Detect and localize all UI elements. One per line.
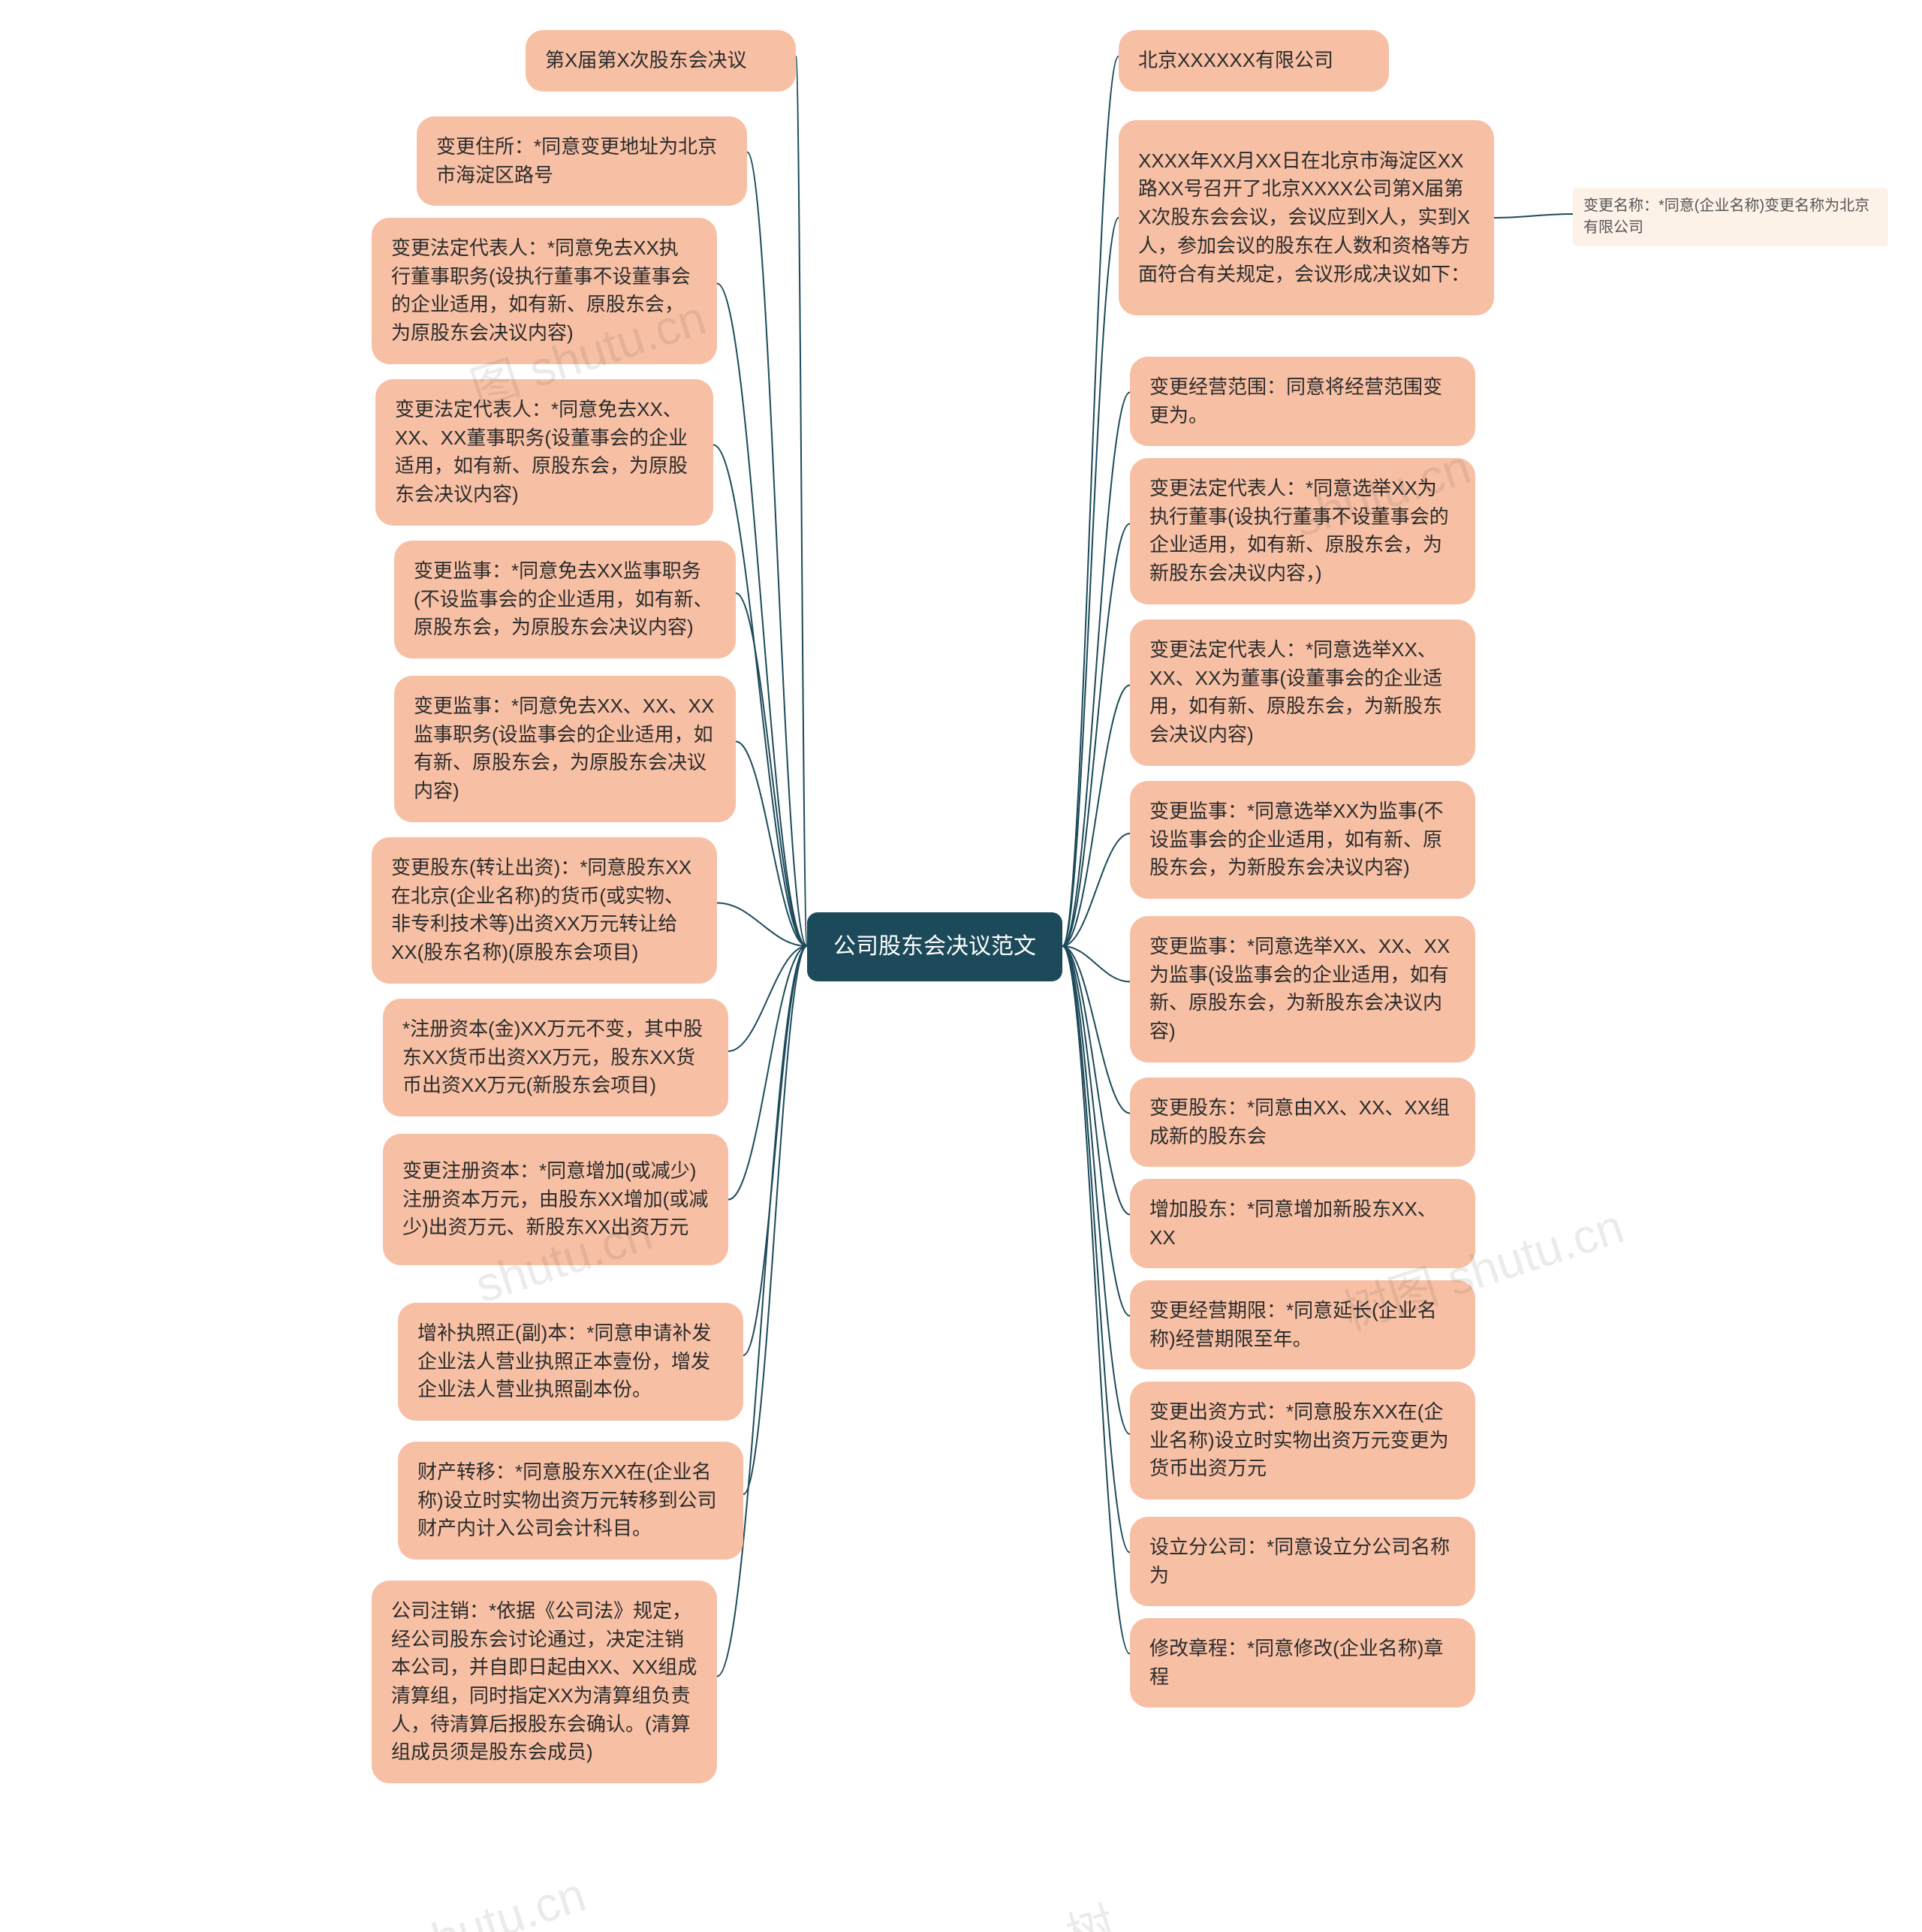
left-node-6-text: 变更监事：*同意免去XX、XX、XX监事职务(设监事会的企业适用，如有新、原股东… xyxy=(414,692,716,806)
right-node-9-text: 增加股东：*同意增加新股东XX、XX xyxy=(1149,1195,1456,1252)
right-node-2-text: XXXX年XX月XX日在北京市海淀区XX路XX号召开了北京XXXX公司第X届第X… xyxy=(1138,147,1475,288)
left-node-9: 变更注册资本：*同意增加(或减少)注册资本万元，由股东XX增加(或减少)出资万元… xyxy=(383,1134,728,1265)
right-node-1-text: 北京XXXXXX有限公司 xyxy=(1138,47,1369,75)
right-node-10: 变更经营期限：*同意延长(企业名称)经营期限至年。 xyxy=(1130,1280,1475,1370)
right-node-4: 变更法定代表人：*同意选举XX为执行董事(设执行董事不设董事会的企业适用，如有新… xyxy=(1130,458,1475,604)
right-node-6-text: 变更监事：*同意选举XX为监事(不设监事会的企业适用，如有新、原股东会，为新股东… xyxy=(1149,797,1456,882)
right-node-5: 变更法定代表人：*同意选举XX、XX、XX为董事(设董事会的企业适用，如有新、原… xyxy=(1130,619,1475,766)
center-node-text: 公司股东会决议范文 xyxy=(833,930,1037,963)
left-node-4: 变更法定代表人：*同意免去XX、XX、XX董事职务(设董事会的企业适用，如有新、… xyxy=(375,379,713,526)
watermark-6: 树 xyxy=(1056,1886,1123,1932)
right-node-11-text: 变更出资方式：*同意股东XX在(企业名称)设立时实物出资万元变更为货币出资万元 xyxy=(1149,1398,1456,1483)
left-node-10-text: 增补执照正(副)本：*同意申请补发企业法人营业执照正本壹份，增发企业法人营业执照… xyxy=(417,1319,724,1404)
right-node-13: 修改章程：*同意修改(企业名称)章程 xyxy=(1130,1618,1475,1707)
left-node-5: 变更监事：*同意免去XX监事职务(不设监事会的企业适用，如有新、原股东会，为原股… xyxy=(394,541,736,659)
right-node-12: 设立分公司：*同意设立分公司名称为 xyxy=(1130,1517,1475,1606)
right-node-2: XXXX年XX月XX日在北京市海淀区XX路XX号召开了北京XXXX公司第X届第X… xyxy=(1119,120,1494,315)
left-node-7-text: 变更股东(转让出资)：*同意股东XX在北京(企业名称)的货币(或实物、非专利技术… xyxy=(391,854,697,967)
left-node-4-text: 变更法定代表人：*同意免去XX、XX、XX董事职务(设董事会的企业适用，如有新、… xyxy=(395,396,694,509)
left-node-11: 财产转移：*同意股东XX在(企业名称)设立时实物出资万元转移到公司财产内计入公司… xyxy=(398,1442,743,1560)
watermark-5: 图 shutu.cn xyxy=(341,1856,593,1932)
right-node-7-text: 变更监事：*同意选举XX、XX、XX为监事(设监事会的企业适用，如有新、原股东会… xyxy=(1149,933,1456,1046)
right-node-9: 增加股东：*同意增加新股东XX、XX xyxy=(1130,1179,1475,1268)
right-node-1: 北京XXXXXX有限公司 xyxy=(1119,30,1389,92)
right-node-3: 变更经营范围：同意将经营范围变更为。 xyxy=(1130,357,1475,446)
right-node-5-text: 变更法定代表人：*同意选举XX、XX、XX为董事(设董事会的企业适用，如有新、原… xyxy=(1149,636,1456,749)
mindmap-canvas: 公司股东会决议范文 北京XXXXXX有限公司 XXXX年XX月XX日在北京市海淀区X… xyxy=(0,0,1922,1932)
left-node-3: 变更法定代表人：*同意免去XX执行董事职务(设执行董事不设董事会的企业适用，如有… xyxy=(372,218,717,364)
left-node-1: 第X届第X次股东会决议 xyxy=(526,30,796,92)
left-node-6: 变更监事：*同意免去XX、XX、XX监事职务(设监事会的企业适用，如有新、原股东… xyxy=(394,676,736,822)
left-node-1-text: 第X届第X次股东会决议 xyxy=(545,47,776,75)
sub-node-1-text: 变更名称：*同意(企业名称)变更名称为北京有限公司 xyxy=(1583,195,1878,239)
left-node-8-text: *注册资本(金)XX万元不变，其中股东XX货币出资XX万元，股东XX货币出资XX… xyxy=(402,1015,709,1100)
right-node-4-text: 变更法定代表人：*同意选举XX为执行董事(设执行董事不设董事会的企业适用，如有新… xyxy=(1149,475,1456,588)
left-node-2: 变更住所：*同意变更地址为北京市海淀区路号 xyxy=(417,116,747,206)
left-node-2-text: 变更住所：*同意变更地址为北京市海淀区路号 xyxy=(436,133,728,189)
right-node-3-text: 变更经营范围：同意将经营范围变更为。 xyxy=(1149,373,1456,430)
left-node-8: *注册资本(金)XX万元不变，其中股东XX货币出资XX万元，股东XX货币出资XX… xyxy=(383,999,728,1117)
left-node-12-text: 公司注销：*依据《公司法》规定，经公司股东会讨论通过，决定注销本公司，并自即日起… xyxy=(391,1597,697,1767)
left-node-7: 变更股东(转让出资)：*同意股东XX在北京(企业名称)的货币(或实物、非专利技术… xyxy=(372,837,717,984)
left-node-10: 增补执照正(副)本：*同意申请补发企业法人营业执照正本壹份，增发企业法人营业执照… xyxy=(398,1303,743,1421)
right-node-7: 变更监事：*同意选举XX、XX、XX为监事(设监事会的企业适用，如有新、原股东会… xyxy=(1130,916,1475,1062)
right-node-6: 变更监事：*同意选举XX为监事(不设监事会的企业适用，如有新、原股东会，为新股东… xyxy=(1130,781,1475,899)
sub-node-1: 变更名称：*同意(企业名称)变更名称为北京有限公司 xyxy=(1573,188,1888,246)
left-node-11-text: 财产转移：*同意股东XX在(企业名称)设立时实物出资万元转移到公司财产内计入公司… xyxy=(417,1458,724,1543)
right-node-10-text: 变更经营期限：*同意延长(企业名称)经营期限至年。 xyxy=(1149,1297,1456,1353)
right-node-12-text: 设立分公司：*同意设立分公司名称为 xyxy=(1149,1533,1456,1590)
right-node-8-text: 变更股东：*同意由XX、XX、XX组成新的股东会 xyxy=(1149,1094,1456,1150)
left-node-5-text: 变更监事：*同意免去XX监事职务(不设监事会的企业适用，如有新、原股东会，为原股… xyxy=(414,557,716,642)
center-node: 公司股东会决议范文 xyxy=(807,912,1062,981)
left-node-12: 公司注销：*依据《公司法》规定，经公司股东会讨论通过，决定注销本公司，并自即日起… xyxy=(372,1581,717,1783)
right-node-13-text: 修改章程：*同意修改(企业名称)章程 xyxy=(1149,1635,1456,1691)
left-node-9-text: 变更注册资本：*同意增加(或减少)注册资本万元，由股东XX增加(或减少)出资万元… xyxy=(402,1157,709,1242)
right-node-8: 变更股东：*同意由XX、XX、XX组成新的股东会 xyxy=(1130,1078,1475,1167)
left-node-3-text: 变更法定代表人：*同意免去XX执行董事职务(设执行董事不设董事会的企业适用，如有… xyxy=(391,234,697,348)
right-node-11: 变更出资方式：*同意股东XX在(企业名称)设立时实物出资万元变更为货币出资万元 xyxy=(1130,1382,1475,1499)
